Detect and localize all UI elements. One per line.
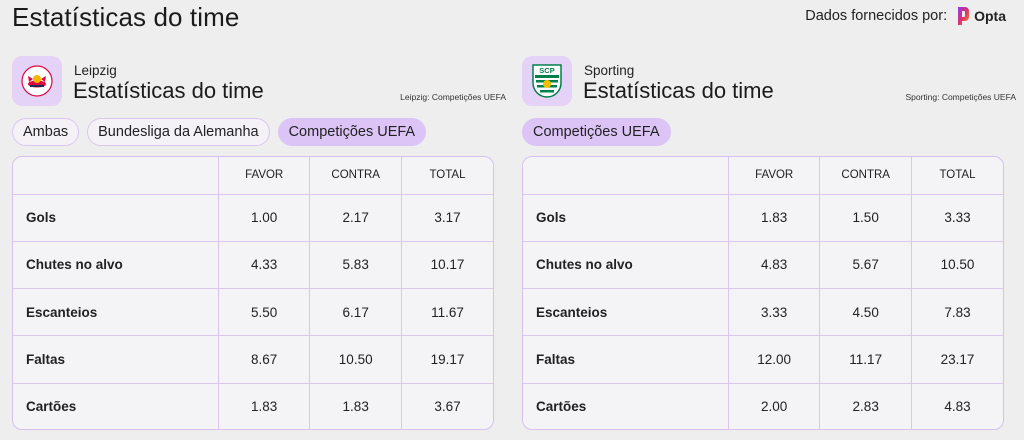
- chip-bundesliga[interactable]: Bundesliga da Alemanha: [87, 118, 270, 146]
- competition-scope-note: Sporting: Competições UEFA: [905, 92, 1016, 102]
- cell-total: 19.17: [401, 335, 493, 384]
- cell-contra: 5.67: [819, 241, 912, 290]
- opta-logo[interactable]: Opta: [955, 5, 1006, 27]
- table-row: Cartões 2.00 2.83 4.83: [523, 383, 1003, 429]
- row-label: Escanteios: [523, 288, 729, 337]
- row-label: Faltas: [13, 335, 219, 384]
- row-label: Gols: [13, 194, 219, 242]
- column-header-favor: FAVOR: [728, 157, 821, 195]
- competition-scope-note: Leipzig: Competições UEFA: [400, 92, 506, 102]
- stats-table: FAVOR CONTRA TOTAL Gols 1.83 1.50 3.33 C…: [522, 156, 1004, 430]
- cell-total: 7.83: [911, 288, 1003, 337]
- sporting-cp-crest-icon: SCP: [522, 56, 572, 106]
- column-header-stat: [523, 157, 729, 195]
- column-header-stat: [13, 157, 219, 195]
- cell-contra: 2.83: [819, 383, 912, 429]
- row-label: Cartões: [13, 383, 219, 429]
- row-label: Chutes no alvo: [523, 241, 729, 290]
- column-header-total: TOTAL: [401, 157, 493, 195]
- cell-total: 10.17: [401, 241, 493, 290]
- table-header-row: FAVOR CONTRA TOTAL: [523, 157, 1003, 195]
- cell-favor: 1.83: [218, 383, 311, 429]
- cell-total: 3.17: [401, 194, 493, 242]
- cell-contra: 11.17: [819, 335, 912, 384]
- opta-logo-icon: [958, 7, 970, 25]
- row-label: Chutes no alvo: [13, 241, 219, 290]
- cell-total: 4.83: [944, 398, 971, 414]
- rb-leipzig-crest-icon: [12, 56, 62, 106]
- chip-competicoes-uefa[interactable]: Competições UEFA: [522, 118, 671, 146]
- cell-total: 10.50: [911, 241, 1003, 290]
- table-row: Escanteios 5.50 6.17 11.67: [13, 288, 493, 337]
- team-panel-sporting: SCP Sporting Estatísticas do time Sporti…: [522, 56, 1016, 430]
- cell-favor: 1.83: [728, 194, 821, 242]
- opta-logo-text: Opta: [974, 8, 1006, 24]
- cell-total: 11.67: [401, 288, 493, 337]
- table-row: Escanteios 3.33 4.50 7.83: [523, 288, 1003, 337]
- stats-table: FAVOR CONTRA TOTAL Gols 1.00 2.17 3.17 C…: [12, 156, 494, 430]
- crest-text: SCP: [539, 66, 554, 75]
- cell-favor: 4.33: [218, 241, 311, 290]
- table-row: Faltas 12.00 11.17 23.17: [523, 335, 1003, 384]
- competition-filter-chips: Ambas Bundesliga da Alemanha Competições…: [12, 118, 427, 146]
- cell-favor: 4.83: [728, 241, 821, 290]
- column-header-contra: CONTRA: [309, 157, 402, 195]
- cell-favor: 8.67: [218, 335, 311, 384]
- table-header-row: FAVOR CONTRA TOTAL: [13, 157, 493, 195]
- table-row: Gols 1.83 1.50 3.33: [523, 194, 1003, 242]
- team-header: Leipzig Estatísticas do time Leipzig: Co…: [12, 56, 506, 108]
- cell-favor: 12.00: [728, 335, 821, 384]
- cell-contra: 2.17: [309, 194, 402, 242]
- team-header: SCP Sporting Estatísticas do time Sporti…: [522, 56, 1016, 108]
- team-name: Leipzig: [74, 63, 117, 78]
- row-label: Gols: [523, 194, 729, 242]
- cell-contra: 1.50: [819, 194, 912, 242]
- cell-favor: 3.33: [728, 288, 821, 337]
- table-row: Gols 1.00 2.17 3.17: [13, 194, 493, 242]
- competition-filter-chips: Competições UEFA: [522, 118, 671, 146]
- cell-total: 3.33: [911, 194, 1003, 242]
- cell-total: 3.67: [434, 398, 461, 414]
- team-panel-leipzig: Leipzig Estatísticas do time Leipzig: Co…: [12, 56, 506, 430]
- provider-label: Dados fornecidos por:: [805, 8, 948, 24]
- table-row: Chutes no alvo 4.83 5.67 10.50: [523, 241, 1003, 290]
- chip-competicoes-uefa[interactable]: Competições UEFA: [277, 118, 427, 146]
- cell-favor: 1.00: [218, 194, 311, 242]
- cell-contra: 10.50: [309, 335, 402, 384]
- data-provider: Dados fornecidos por: Opta: [805, 5, 1006, 27]
- table-row: Faltas 8.67 10.50 19.17: [13, 335, 493, 384]
- cell-contra: 1.83: [309, 383, 402, 429]
- cell-total: 23.17: [911, 335, 1003, 384]
- cell-contra: 4.50: [819, 288, 912, 337]
- page-title: Estatísticas do time: [12, 2, 240, 32]
- column-header-total: TOTAL: [911, 157, 1003, 195]
- row-label: Escanteios: [13, 288, 219, 337]
- column-header-favor: FAVOR: [218, 157, 311, 195]
- row-label: Cartões: [523, 383, 729, 429]
- cell-favor: 2.00: [728, 383, 821, 429]
- team-stats-heading: Estatísticas do time: [583, 78, 774, 103]
- cell-contra: 5.83: [309, 241, 402, 290]
- row-label: Faltas: [523, 335, 729, 384]
- column-header-contra: CONTRA: [819, 157, 912, 195]
- cell-favor: 5.50: [218, 288, 311, 337]
- team-stats-heading: Estatísticas do time: [73, 78, 264, 103]
- table-row: Cartões 1.83 1.83 3.67: [13, 383, 493, 429]
- cell-contra: 6.17: [309, 288, 402, 337]
- chip-ambas[interactable]: Ambas: [12, 118, 80, 146]
- team-name: Sporting: [584, 63, 635, 78]
- table-row: Chutes no alvo 4.33 5.83 10.17: [13, 241, 493, 290]
